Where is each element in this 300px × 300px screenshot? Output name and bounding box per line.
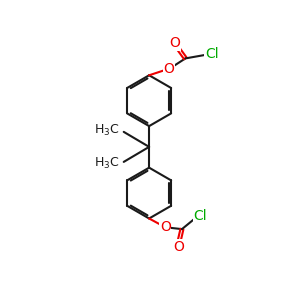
Text: Cl: Cl (194, 209, 207, 224)
Text: O: O (160, 220, 171, 234)
Text: O: O (163, 62, 174, 76)
Text: H$_3$C: H$_3$C (94, 123, 120, 138)
Text: H$_3$C: H$_3$C (94, 155, 120, 171)
Text: Cl: Cl (205, 47, 219, 61)
Text: O: O (169, 36, 180, 50)
Text: O: O (173, 240, 184, 254)
